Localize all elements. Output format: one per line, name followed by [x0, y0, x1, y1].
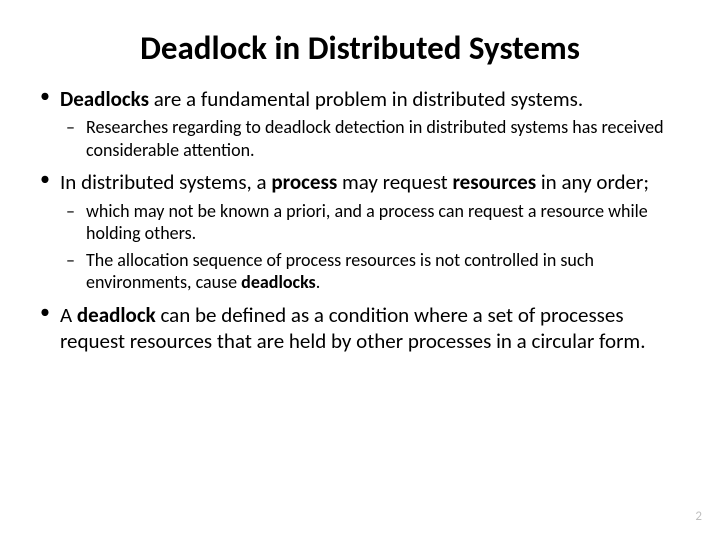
- bullet-1: Deadlocks are a fundamental problem in d…: [36, 86, 684, 161]
- bullet-2-bold-2: resources: [452, 169, 536, 195]
- bullet-2-t2: may request: [337, 169, 452, 195]
- bullet-2-sub-2: The allocation sequence of process resou…: [60, 249, 684, 294]
- bullet-3-t1: A: [60, 302, 77, 328]
- bullet-2-t1: In distributed systems, a: [60, 169, 271, 195]
- bullet-2-sub-1-text: which may not be known a priori, and a p…: [86, 200, 648, 245]
- bullet-list: Deadlocks are a fundamental problem in d…: [36, 86, 684, 354]
- bullet-2-t3: in any order;: [536, 169, 649, 195]
- slide: Deadlock in Distributed Systems Deadlock…: [0, 0, 720, 540]
- bullet-1-bold: Deadlocks: [60, 86, 149, 112]
- bullet-2-sub-2-t2: .: [316, 271, 321, 293]
- bullet-1-sub-1-text: Researches regarding to deadlock detecti…: [86, 116, 664, 161]
- page-number: 2: [695, 509, 702, 524]
- bullet-2-sub-2-bold: deadlocks: [241, 271, 316, 293]
- bullet-3: A deadlock can be defined as a condition…: [36, 302, 684, 355]
- bullet-3-bold: deadlock: [77, 302, 156, 328]
- bullet-2-sub-1: which may not be known a priori, and a p…: [60, 200, 684, 245]
- slide-title: Deadlock in Distributed Systems: [36, 28, 684, 68]
- bullet-1-text: are a fundamental problem in distributed…: [149, 86, 583, 112]
- bullet-2-sub-2-t1: The allocation sequence of process resou…: [86, 249, 594, 294]
- bullet-2-bold-1: process: [271, 169, 337, 195]
- bullet-1-sub-1: Researches regarding to deadlock detecti…: [60, 116, 684, 161]
- bullet-2: In distributed systems, a process may re…: [36, 169, 684, 293]
